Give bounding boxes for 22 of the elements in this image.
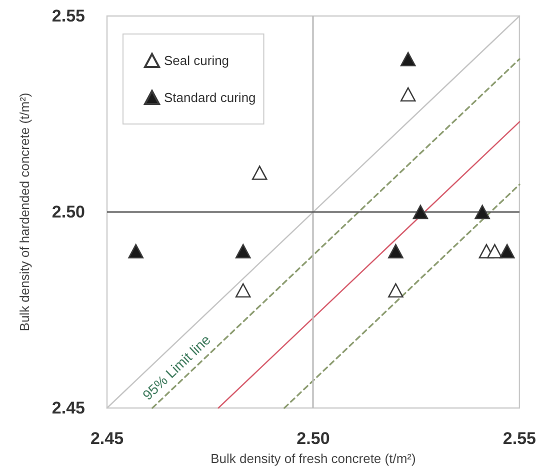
x-tick-label: 2.45 — [90, 429, 124, 448]
x-tick-label: 2.55 — [502, 429, 536, 448]
y-tick-label: 2.55 — [52, 6, 85, 26]
point — [388, 244, 404, 258]
x-tick-label: 2.50 — [296, 429, 330, 448]
y-axis-title: Bulk density of hardended concrete (t/m²) — [17, 92, 32, 332]
point — [499, 244, 515, 258]
legend-label: Standard curing — [164, 90, 256, 105]
y-tick-label: 2.45 — [52, 398, 85, 418]
y-tick-label: 2.50 — [52, 202, 85, 222]
point — [487, 244, 502, 258]
legend-label: Seal curing — [164, 53, 230, 68]
point — [128, 244, 144, 258]
x-axis-title: Bulk density of fresh concrete (t/m²) — [210, 451, 416, 466]
point — [235, 244, 251, 258]
point — [400, 52, 416, 66]
point — [400, 87, 416, 102]
point — [252, 166, 268, 180]
point — [235, 283, 251, 298]
point — [388, 283, 404, 298]
point — [412, 204, 428, 220]
point — [474, 204, 490, 220]
